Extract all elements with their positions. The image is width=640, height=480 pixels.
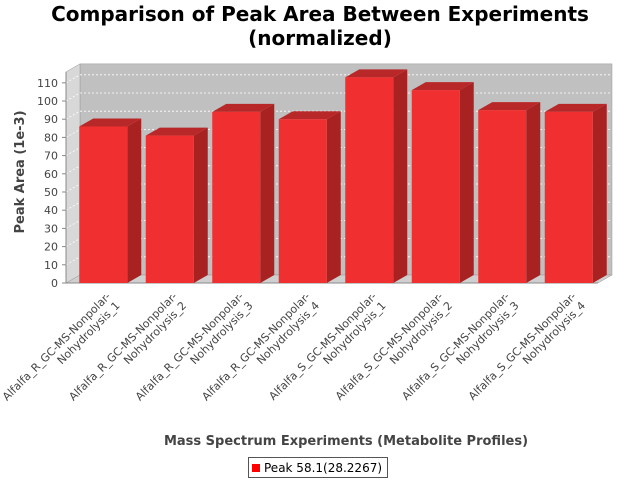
- gridline-side: [65, 238, 81, 247]
- y-tick-label: 0: [51, 277, 58, 290]
- bar-side: [193, 127, 208, 283]
- gridline-side: [65, 110, 81, 120]
- x-tick-label: Alfalfa_R_GC-MS-Nonpolar-Nohydrolysis_1: [0, 290, 123, 413]
- legend-swatch: [252, 463, 260, 472]
- bar-side: [592, 103, 607, 283]
- y-tick-label: 40: [44, 204, 58, 217]
- y-tick-label: 90: [44, 113, 58, 126]
- bar-front: [212, 111, 261, 283]
- bar-front: [278, 119, 327, 283]
- gridline-side: [65, 256, 81, 266]
- y-tick-label: 100: [37, 95, 58, 108]
- bar-top: [544, 103, 607, 112]
- gridline-side: [65, 165, 81, 175]
- bar-front: [145, 135, 194, 283]
- bar: [79, 118, 142, 283]
- chart-title-line-1: Comparison of Peak Area Between Experime…: [51, 2, 589, 26]
- y-tick-label: 60: [44, 168, 58, 181]
- bar-top: [411, 82, 474, 91]
- gridline-side: [65, 92, 81, 102]
- bar-side: [260, 103, 275, 283]
- y-tick-label: 30: [44, 222, 58, 235]
- y-tick-label: 20: [44, 241, 58, 254]
- bar-front: [345, 77, 394, 283]
- bar-front: [478, 110, 527, 283]
- gridline-side: [65, 129, 81, 138]
- bar-top: [278, 111, 341, 120]
- bars: [79, 69, 607, 283]
- gridline-side: [65, 201, 81, 211]
- bar-side: [459, 82, 474, 283]
- bar-top: [478, 102, 541, 111]
- bar-side: [393, 69, 408, 283]
- bar: [212, 103, 275, 283]
- bar-top: [212, 103, 275, 112]
- chart-title: Comparison of Peak Area Between Experime…: [0, 2, 640, 50]
- bar: [145, 127, 208, 283]
- bar: [478, 102, 541, 283]
- bar-front: [544, 111, 593, 283]
- bar: [278, 111, 341, 283]
- legend: Peak 58.1(28.2267): [248, 457, 389, 478]
- y-tick-label: 10: [44, 259, 58, 272]
- y-tick-label: 80: [44, 131, 58, 144]
- bar: [345, 69, 408, 283]
- bar-top: [145, 127, 208, 136]
- bar: [411, 82, 474, 283]
- gridline-side: [65, 147, 81, 156]
- bar-top: [345, 69, 408, 78]
- y-axis: 0 10 20 30 40 50 60 70 80 90 100 110: [37, 71, 598, 290]
- y-tick-label: 70: [44, 150, 58, 163]
- gridline-side: [65, 74, 81, 84]
- y-axis-title: Peak Area (1e-3): [13, 110, 28, 233]
- x-axis-title: Mass Spectrum Experiments (Metabolite Pr…: [164, 434, 528, 449]
- chart-title-line-2: (normalized): [248, 26, 392, 50]
- gridline-side: [65, 183, 81, 193]
- y-tick-label: 50: [44, 186, 58, 199]
- y-tick-label: 110: [37, 77, 58, 90]
- bar-top: [79, 118, 142, 127]
- gridline-side: [65, 220, 81, 229]
- bar-side: [326, 111, 341, 283]
- bar: [544, 103, 607, 283]
- bar-side: [526, 102, 541, 283]
- bar-side: [127, 118, 142, 283]
- x-tick-labels: Alfalfa_R_GC-MS-Nonpolar-Nohydrolysis_1A…: [0, 290, 588, 413]
- bar-front: [79, 126, 128, 283]
- legend-label: Peak 58.1(28.2267): [264, 460, 383, 475]
- bar-front: [411, 90, 460, 283]
